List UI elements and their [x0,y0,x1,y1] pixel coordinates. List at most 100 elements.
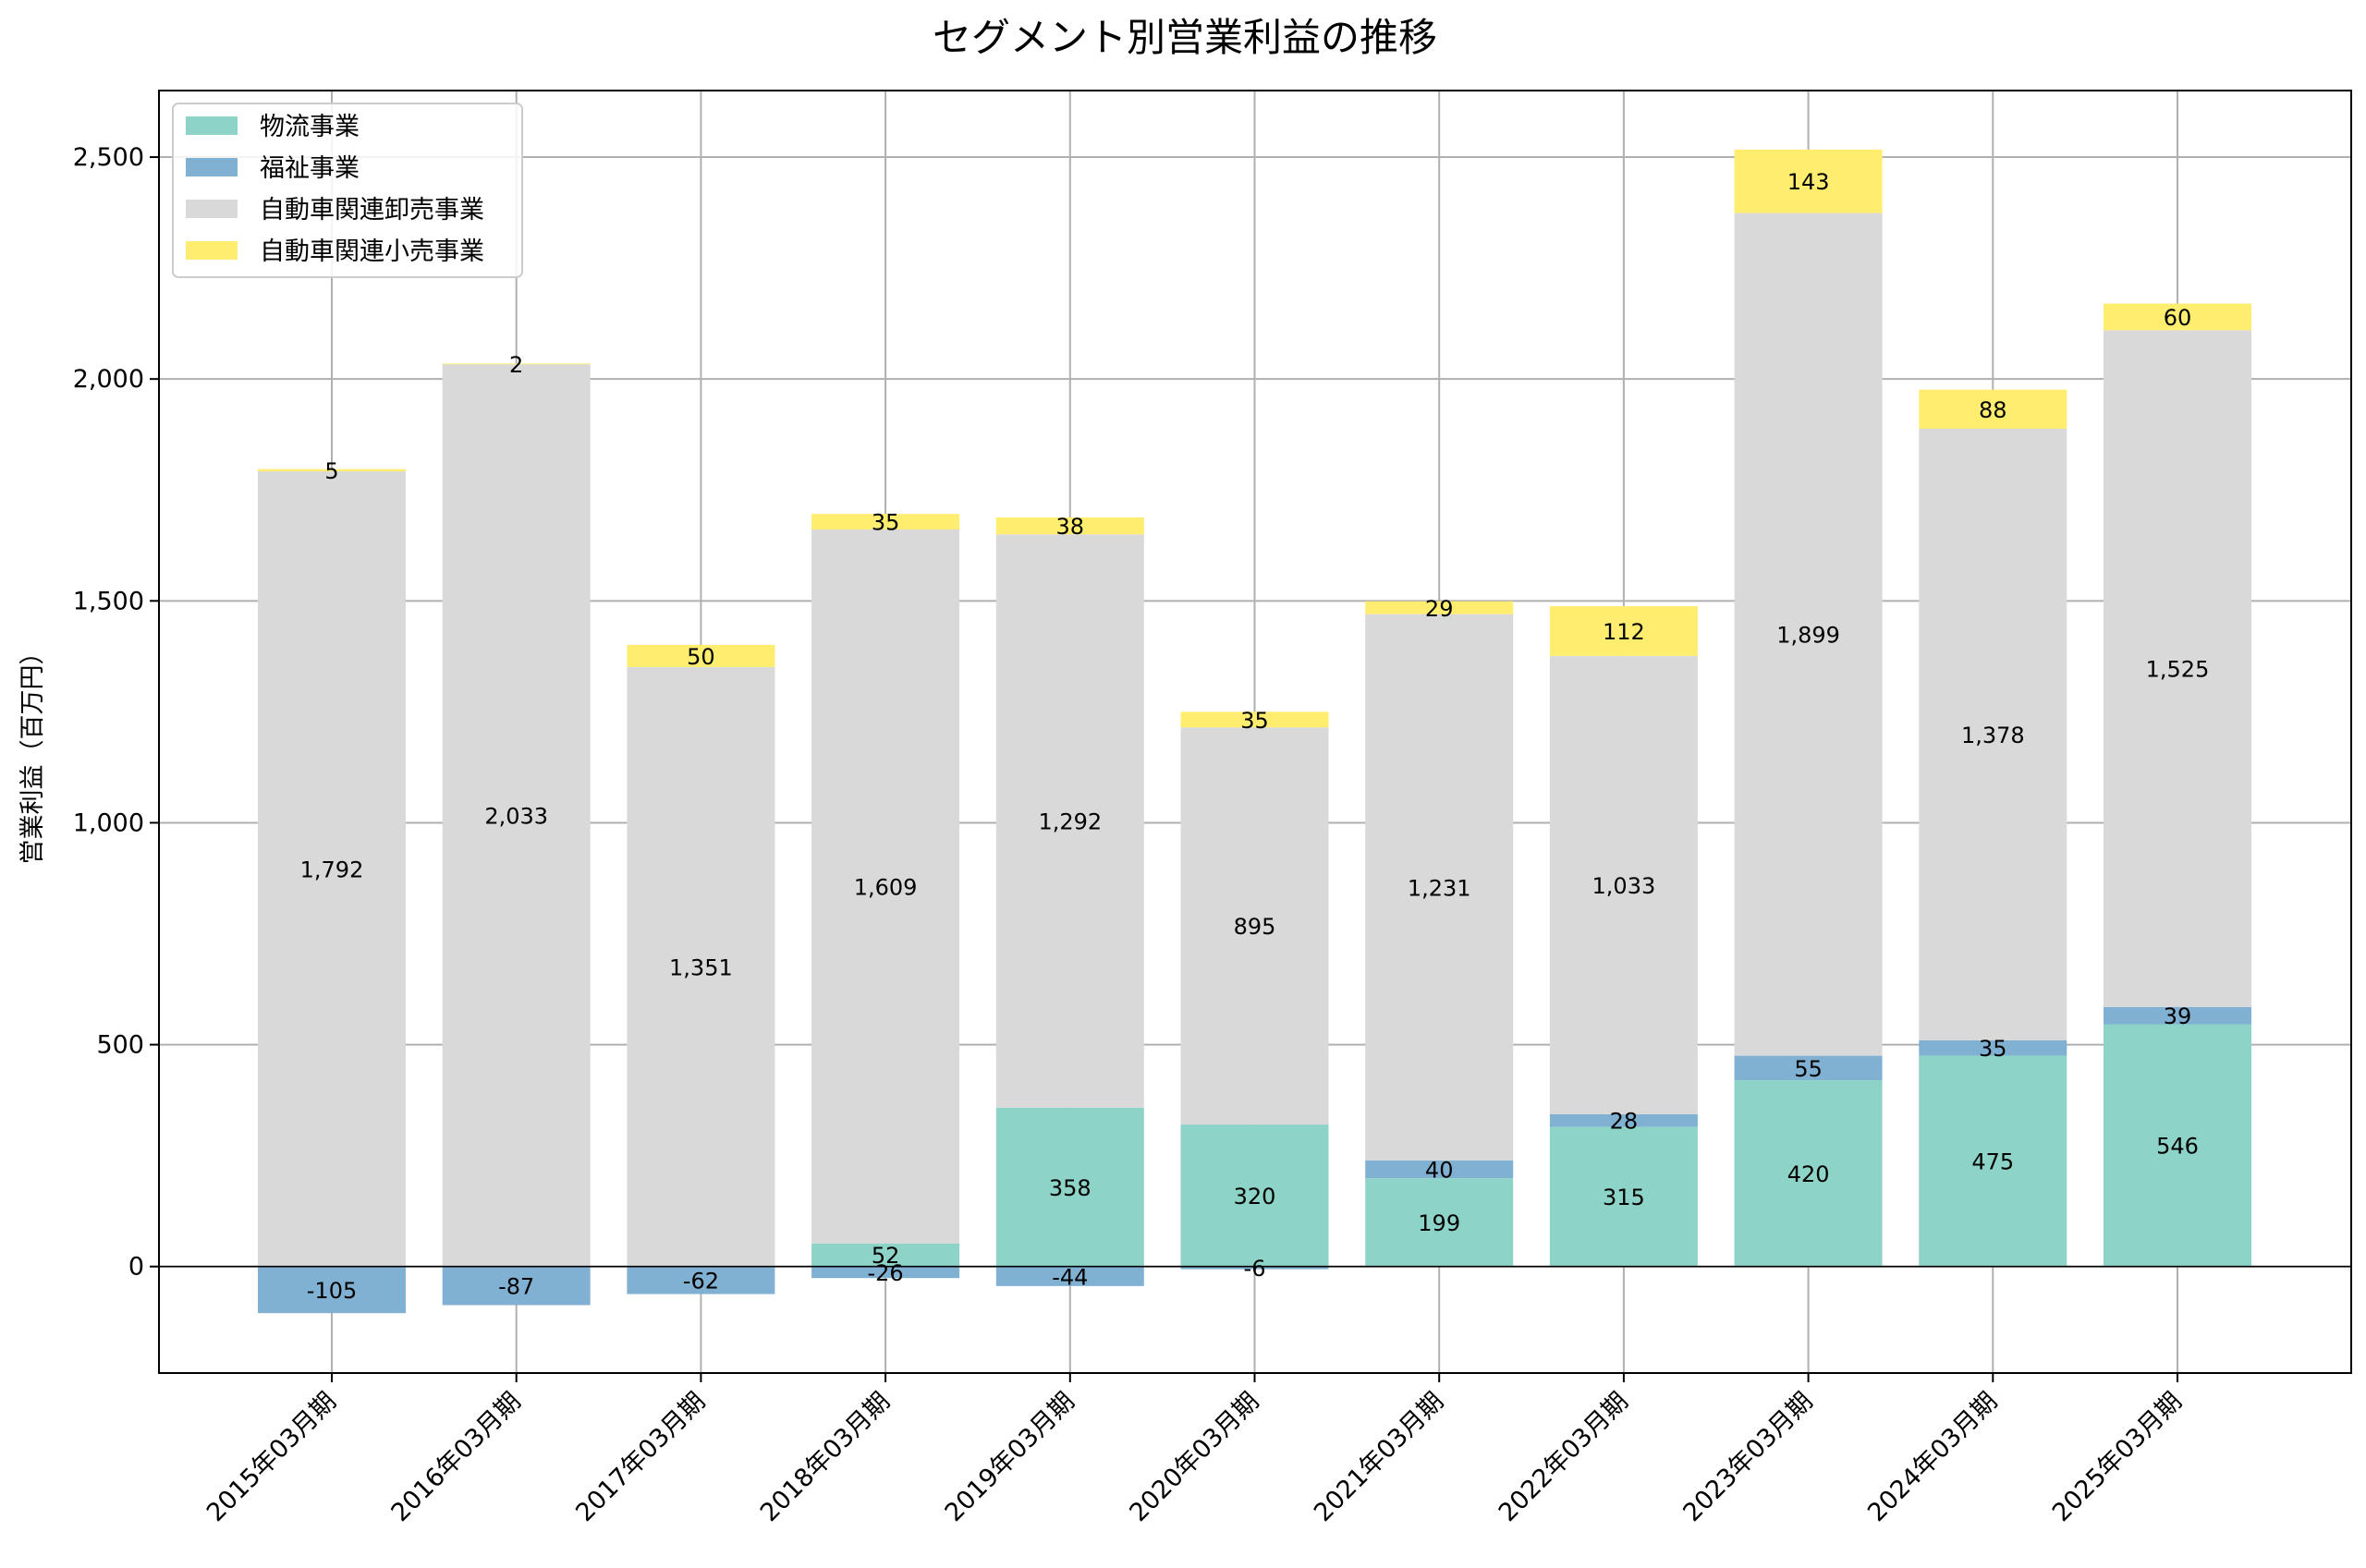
bar-segment [2104,1006,2251,1025]
data-label: 38 [1056,514,1085,540]
data-label: 143 [1787,169,1830,195]
data-label: 199 [1418,1210,1460,1236]
data-label: 315 [1603,1185,1645,1210]
x-tick-label: 2023年03月期 [1677,1387,1818,1527]
data-label: 1,292 [1038,809,1102,835]
data-label: 39 [2164,1003,2192,1029]
data-label: 320 [1234,1184,1276,1209]
x-tick-label: 2021年03月期 [1309,1387,1449,1527]
bar-segment [442,1266,591,1306]
bar-segment [258,468,406,472]
data-label: 1,525 [2146,657,2210,683]
bar-segment [2104,1024,2251,1267]
bar-segment [627,1266,775,1295]
bar-segment [627,666,775,1267]
data-label: -44 [1052,1264,1088,1290]
data-label: 2 [509,352,523,378]
bar-segment [1734,213,1883,1056]
data-label: 895 [1234,914,1276,940]
data-label: 1,351 [669,954,733,980]
y-tick-label: 2,000 [73,365,144,394]
data-label: 546 [2156,1134,2199,1160]
bar-segment [995,534,1144,1108]
bar-segment [1549,606,1698,656]
data-label: 55 [1794,1056,1823,1082]
y-tick-label: 1,000 [73,808,144,837]
bar-segment [1919,389,2067,429]
x-tick-label: 2020年03月期 [1124,1387,1264,1527]
y-tick-label: 2,500 [73,143,144,172]
bar-segment [811,514,960,529]
bar-segment [1734,1055,1883,1081]
data-label: 1,378 [1961,723,2025,748]
data-label: 1,899 [1776,623,1840,649]
data-label: -105 [307,1278,357,1304]
data-label: 5 [324,458,338,484]
data-label: 35 [872,510,900,536]
data-label: 1,033 [1592,873,1656,899]
bar-segment [1180,1266,1329,1270]
data-label: -87 [498,1274,534,1300]
legend-swatch [186,158,238,176]
data-label: 1,609 [854,874,918,900]
data-label: -62 [683,1269,719,1295]
bar-segment [811,529,960,1244]
data-label: -26 [867,1260,903,1286]
bar-segment [1549,1126,1698,1267]
data-label: 475 [1971,1149,2014,1175]
bar-segment [1180,1124,1329,1267]
bar-segment [258,1266,406,1314]
chart-title: セグメント別営業利益の推移 [933,15,1437,60]
data-label: 112 [1603,619,1645,645]
bar-segment [1919,1039,2067,1056]
legend-label: 物流事業 [260,113,360,141]
bar-segment [1919,428,2067,1040]
y-tick-label: 0 [128,1253,144,1282]
data-label: 35 [1979,1036,2007,1062]
x-tick-label: 2018年03月期 [755,1387,896,1527]
bar-segment [811,1243,960,1267]
bar-segment [1919,1055,2067,1267]
x-tick-label: 2022年03月期 [1494,1387,1634,1527]
x-tick-label: 2024年03月期 [1862,1387,2003,1527]
legend-swatch [186,200,238,218]
data-label: 60 [2164,305,2192,331]
y-tick-label: 1,500 [73,587,144,615]
bar-segment [2104,303,2251,331]
bars [258,149,2251,1314]
data-label: 29 [1425,596,1454,622]
legend-swatch [186,116,238,135]
data-label: 28 [1610,1109,1639,1135]
y-tick-label: 500 [96,1031,144,1060]
bar-segment [442,363,591,365]
x-tick-label: 2025年03月期 [2047,1387,2188,1527]
bar-segment [1180,727,1329,1125]
bar-segment [627,644,775,667]
legend-label: 自動車関連卸売事業 [260,196,484,225]
x-tick-label: 2019年03月期 [940,1387,1080,1527]
bar-segment [1180,711,1329,728]
data-label: 52 [872,1243,900,1269]
data-label: 35 [1240,708,1269,734]
bar-segment [2104,330,2251,1007]
bar-segment [1365,601,1514,614]
legend-label: 福祉事業 [260,154,360,183]
data-label: 420 [1787,1161,1830,1187]
data-label: 1,792 [300,857,364,882]
data-label: 40 [1425,1158,1454,1184]
data-label: 50 [687,644,715,670]
legend-label: 自動車関連小売事業 [260,237,484,266]
x-tick-label: 2016年03月期 [386,1387,527,1527]
legend-swatch [186,241,238,260]
bar-segment [258,471,406,1267]
legend-box [172,103,523,278]
bar-segment [1734,149,1883,213]
bar-segment [995,517,1144,535]
x-tick-label: 2015年03月期 [201,1387,342,1527]
bar-segment [1365,1160,1514,1179]
bar-segment [1365,1178,1514,1267]
data-label: -6 [1244,1256,1266,1282]
